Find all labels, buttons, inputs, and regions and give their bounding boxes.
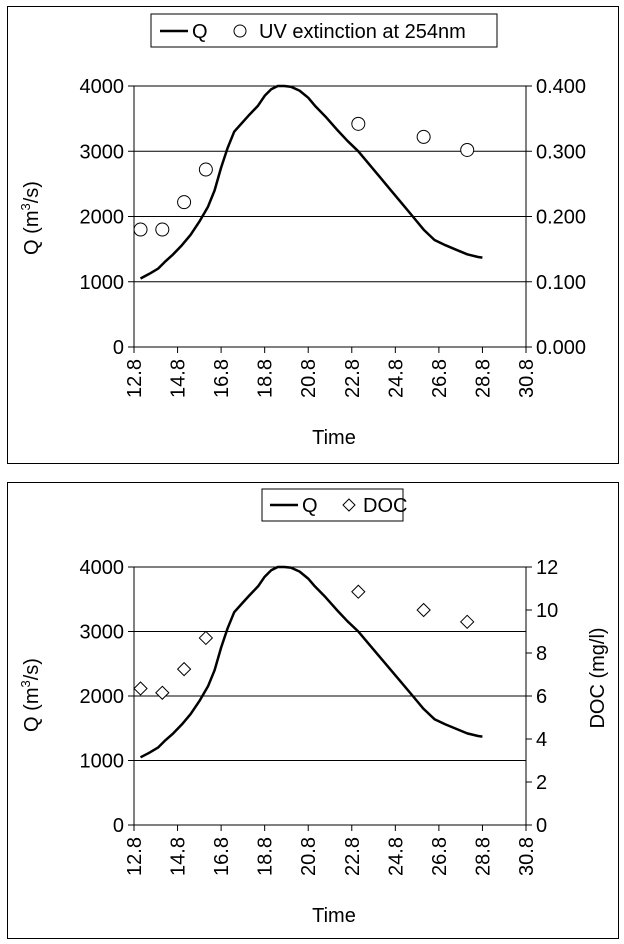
- legend-label-q: Q: [192, 21, 208, 43]
- x-tick-label: 24.8: [385, 359, 407, 398]
- right-tick-label: 12: [536, 557, 558, 579]
- x-tick-label: 28.8: [472, 359, 494, 398]
- right-tick-label: 0.300: [536, 141, 586, 163]
- uv-data-point: [133, 222, 148, 237]
- x-tick-label: 26.8: [429, 837, 451, 876]
- left-tick-label: 4000: [80, 557, 125, 579]
- chart-uv: 0 1000 2000 3000 4000 0.000 0.100 0.200 0.300 0.…: [18, 13, 586, 449]
- left-tick-label: 0: [113, 815, 124, 837]
- legend: Q DOC: [261, 488, 407, 522]
- right-tick-label: 8: [536, 643, 547, 665]
- left-tick-label: 3000: [80, 622, 125, 644]
- x-tick-label: 22.8: [342, 837, 364, 876]
- series-line-q: [139, 84, 483, 280]
- left-tick-label: 0: [113, 337, 124, 359]
- left-tick-label: 4000: [80, 76, 125, 98]
- right-tick-label: 0: [536, 815, 547, 837]
- right-axis-label: DOC (mg/l): [587, 627, 609, 728]
- doc-data-point: [416, 602, 431, 618]
- x-tick-label: 28.8: [472, 837, 494, 876]
- doc-data-point: [176, 661, 192, 677]
- right-tick-label: 2: [536, 772, 547, 794]
- legend-label-uv: UV extinction at 254nm: [259, 21, 466, 43]
- doc-data-point: [459, 614, 475, 630]
- x-tick-label: 18.8: [255, 837, 277, 876]
- uv-data-point: [460, 142, 475, 157]
- doc-data-point: [351, 584, 366, 599]
- uv-data-point: [198, 162, 213, 177]
- x-tick-label: 22.8: [342, 359, 364, 398]
- x-tick-label: 18.8: [255, 359, 277, 398]
- left-tick-label: 2000: [80, 686, 125, 708]
- x-tick-label: 30.8: [516, 837, 538, 876]
- left-axis-label: Q (m3/s): [18, 181, 43, 255]
- uv-data-point: [177, 195, 192, 210]
- x-tick-label: 30.8: [516, 359, 538, 398]
- doc-data-point: [198, 630, 214, 646]
- x-axis-label: Time: [312, 427, 356, 449]
- doc-data-point: [133, 681, 148, 696]
- chart-panel-doc: 0 1000 2000 3000 4000 0 2 4 6 8 10 12 12.8 14.8 16.8…: [7, 482, 619, 939]
- legend: Q UV extinction at 254nm: [150, 13, 498, 48]
- right-tick-label: 4: [536, 729, 547, 751]
- left-tick-label: 1000: [80, 751, 125, 773]
- right-tick-label: 0.400: [536, 76, 586, 98]
- right-tick-label: 10: [536, 600, 558, 622]
- chart-doc: 0 1000 2000 3000 4000 0 2 4 6 8 10 12 12.8 14.8 16.8…: [18, 488, 609, 927]
- x-tick-label: 16.8: [211, 837, 233, 876]
- series-line-q: [139, 565, 483, 759]
- left-tick-label: 2000: [80, 207, 125, 229]
- x-tick-label: 16.8: [211, 359, 233, 398]
- uv-data-point: [416, 129, 431, 144]
- x-tick-label: 20.8: [298, 359, 320, 398]
- right-tick-label: 0.100: [536, 272, 586, 294]
- uv-data-point: [155, 222, 170, 237]
- legend-label-doc: DOC: [363, 495, 407, 517]
- legend-circle-swatch: [233, 24, 247, 38]
- left-tick-label: 3000: [80, 141, 125, 163]
- legend-label-q: Q: [302, 495, 318, 517]
- doc-data-point: [155, 685, 170, 700]
- x-tick-label: 12.8: [124, 359, 146, 398]
- uv-data-point: [351, 116, 366, 131]
- left-tick-label: 1000: [80, 272, 125, 294]
- x-tick-label: 14.8: [168, 837, 190, 876]
- right-tick-label: 0.200: [536, 207, 586, 229]
- left-axis-label: Q (m3/s): [18, 658, 43, 732]
- x-tick-label: 26.8: [429, 359, 451, 398]
- legend-box: [150, 13, 498, 48]
- legend-diamond-swatch: [342, 498, 356, 512]
- chart-panel-uv: 0 1000 2000 3000 4000 0.000 0.100 0.200 0.300 0.…: [7, 6, 619, 464]
- right-tick-label: 0.000: [536, 337, 586, 359]
- right-tick-label: 6: [536, 686, 547, 708]
- x-tick-label: 24.8: [385, 837, 407, 876]
- x-tick-label: 20.8: [298, 837, 320, 876]
- x-tick-label: 12.8: [124, 837, 146, 876]
- x-axis-label: Time: [312, 905, 356, 927]
- x-tick-label: 14.8: [168, 359, 190, 398]
